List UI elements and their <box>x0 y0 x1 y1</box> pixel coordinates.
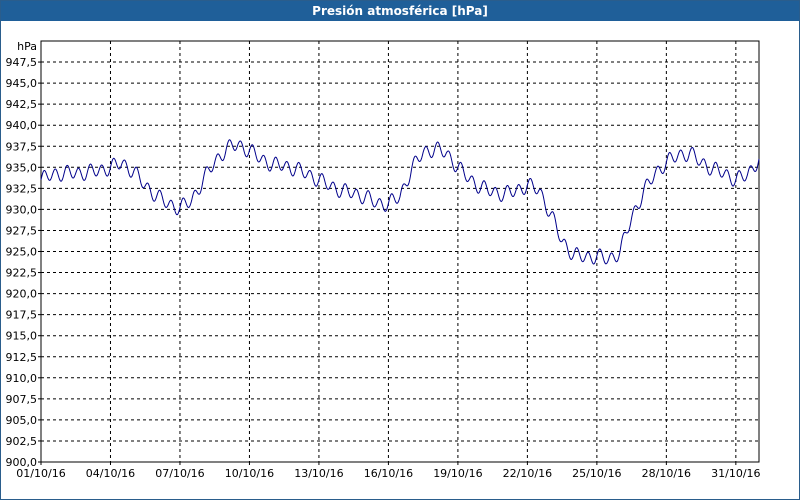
x-tick-label: 16/10/16 <box>364 467 413 480</box>
y-tick-label: 940,0 <box>6 119 38 132</box>
x-tick-label: 10/10/16 <box>225 467 274 480</box>
x-tick-label: 28/10/16 <box>642 467 691 480</box>
y-tick-label: 902,5 <box>6 435 38 448</box>
grid-layer <box>41 41 759 462</box>
x-tick-label: 04/10/16 <box>86 467 135 480</box>
y-axis: 900,0 902,5 905,0 907,5 910,0 912,5 915,0 917,5… <box>6 56 41 469</box>
series-line <box>40 139 760 265</box>
y-tick-label: 947,5 <box>6 56 38 69</box>
y-tick-label: 945,0 <box>6 77 38 90</box>
y-tick-label: 920,0 <box>6 288 38 301</box>
y-tick-label: 930,0 <box>6 203 38 216</box>
x-tick-label: 13/10/16 <box>294 467 343 480</box>
y-tick-label: 937,5 <box>6 140 38 153</box>
chart-title: Presión atmosférica [hPa] <box>1 1 799 21</box>
x-tick-label: 19/10/16 <box>433 467 482 480</box>
plot-border <box>40 40 760 463</box>
y-tick-label: 932,5 <box>6 182 38 195</box>
x-tick-label: 31/10/16 <box>711 467 760 480</box>
y-tick-label: 925,0 <box>6 246 38 259</box>
y-tick-label: 900,0 <box>6 456 38 469</box>
y-tick-label: 905,0 <box>6 414 38 427</box>
y-tick-label: 942,5 <box>6 98 38 111</box>
y-tick-label: 912,5 <box>6 351 38 364</box>
x-tick-label: 07/10/16 <box>155 467 204 480</box>
x-axis: 01/10/16 04/10/16 07/10/16 10/10/16 13/10/16… <box>16 462 761 480</box>
y-tick-label: 917,5 <box>6 309 38 322</box>
x-tick-label: 01/10/16 <box>16 467 65 480</box>
x-tick-label: 22/10/16 <box>503 467 552 480</box>
y-tick-label: 910,0 <box>6 372 38 385</box>
y-tick-label: 927,5 <box>6 224 38 237</box>
y-tick-label: 922,5 <box>6 267 38 280</box>
x-tick-label: 25/10/16 <box>572 467 621 480</box>
y-tick-label: 907,5 <box>6 393 38 406</box>
y-tick-label: 915,0 <box>6 330 38 343</box>
y-tick-label: 935,0 <box>6 161 38 174</box>
y-axis-label: hPa <box>17 40 37 53</box>
